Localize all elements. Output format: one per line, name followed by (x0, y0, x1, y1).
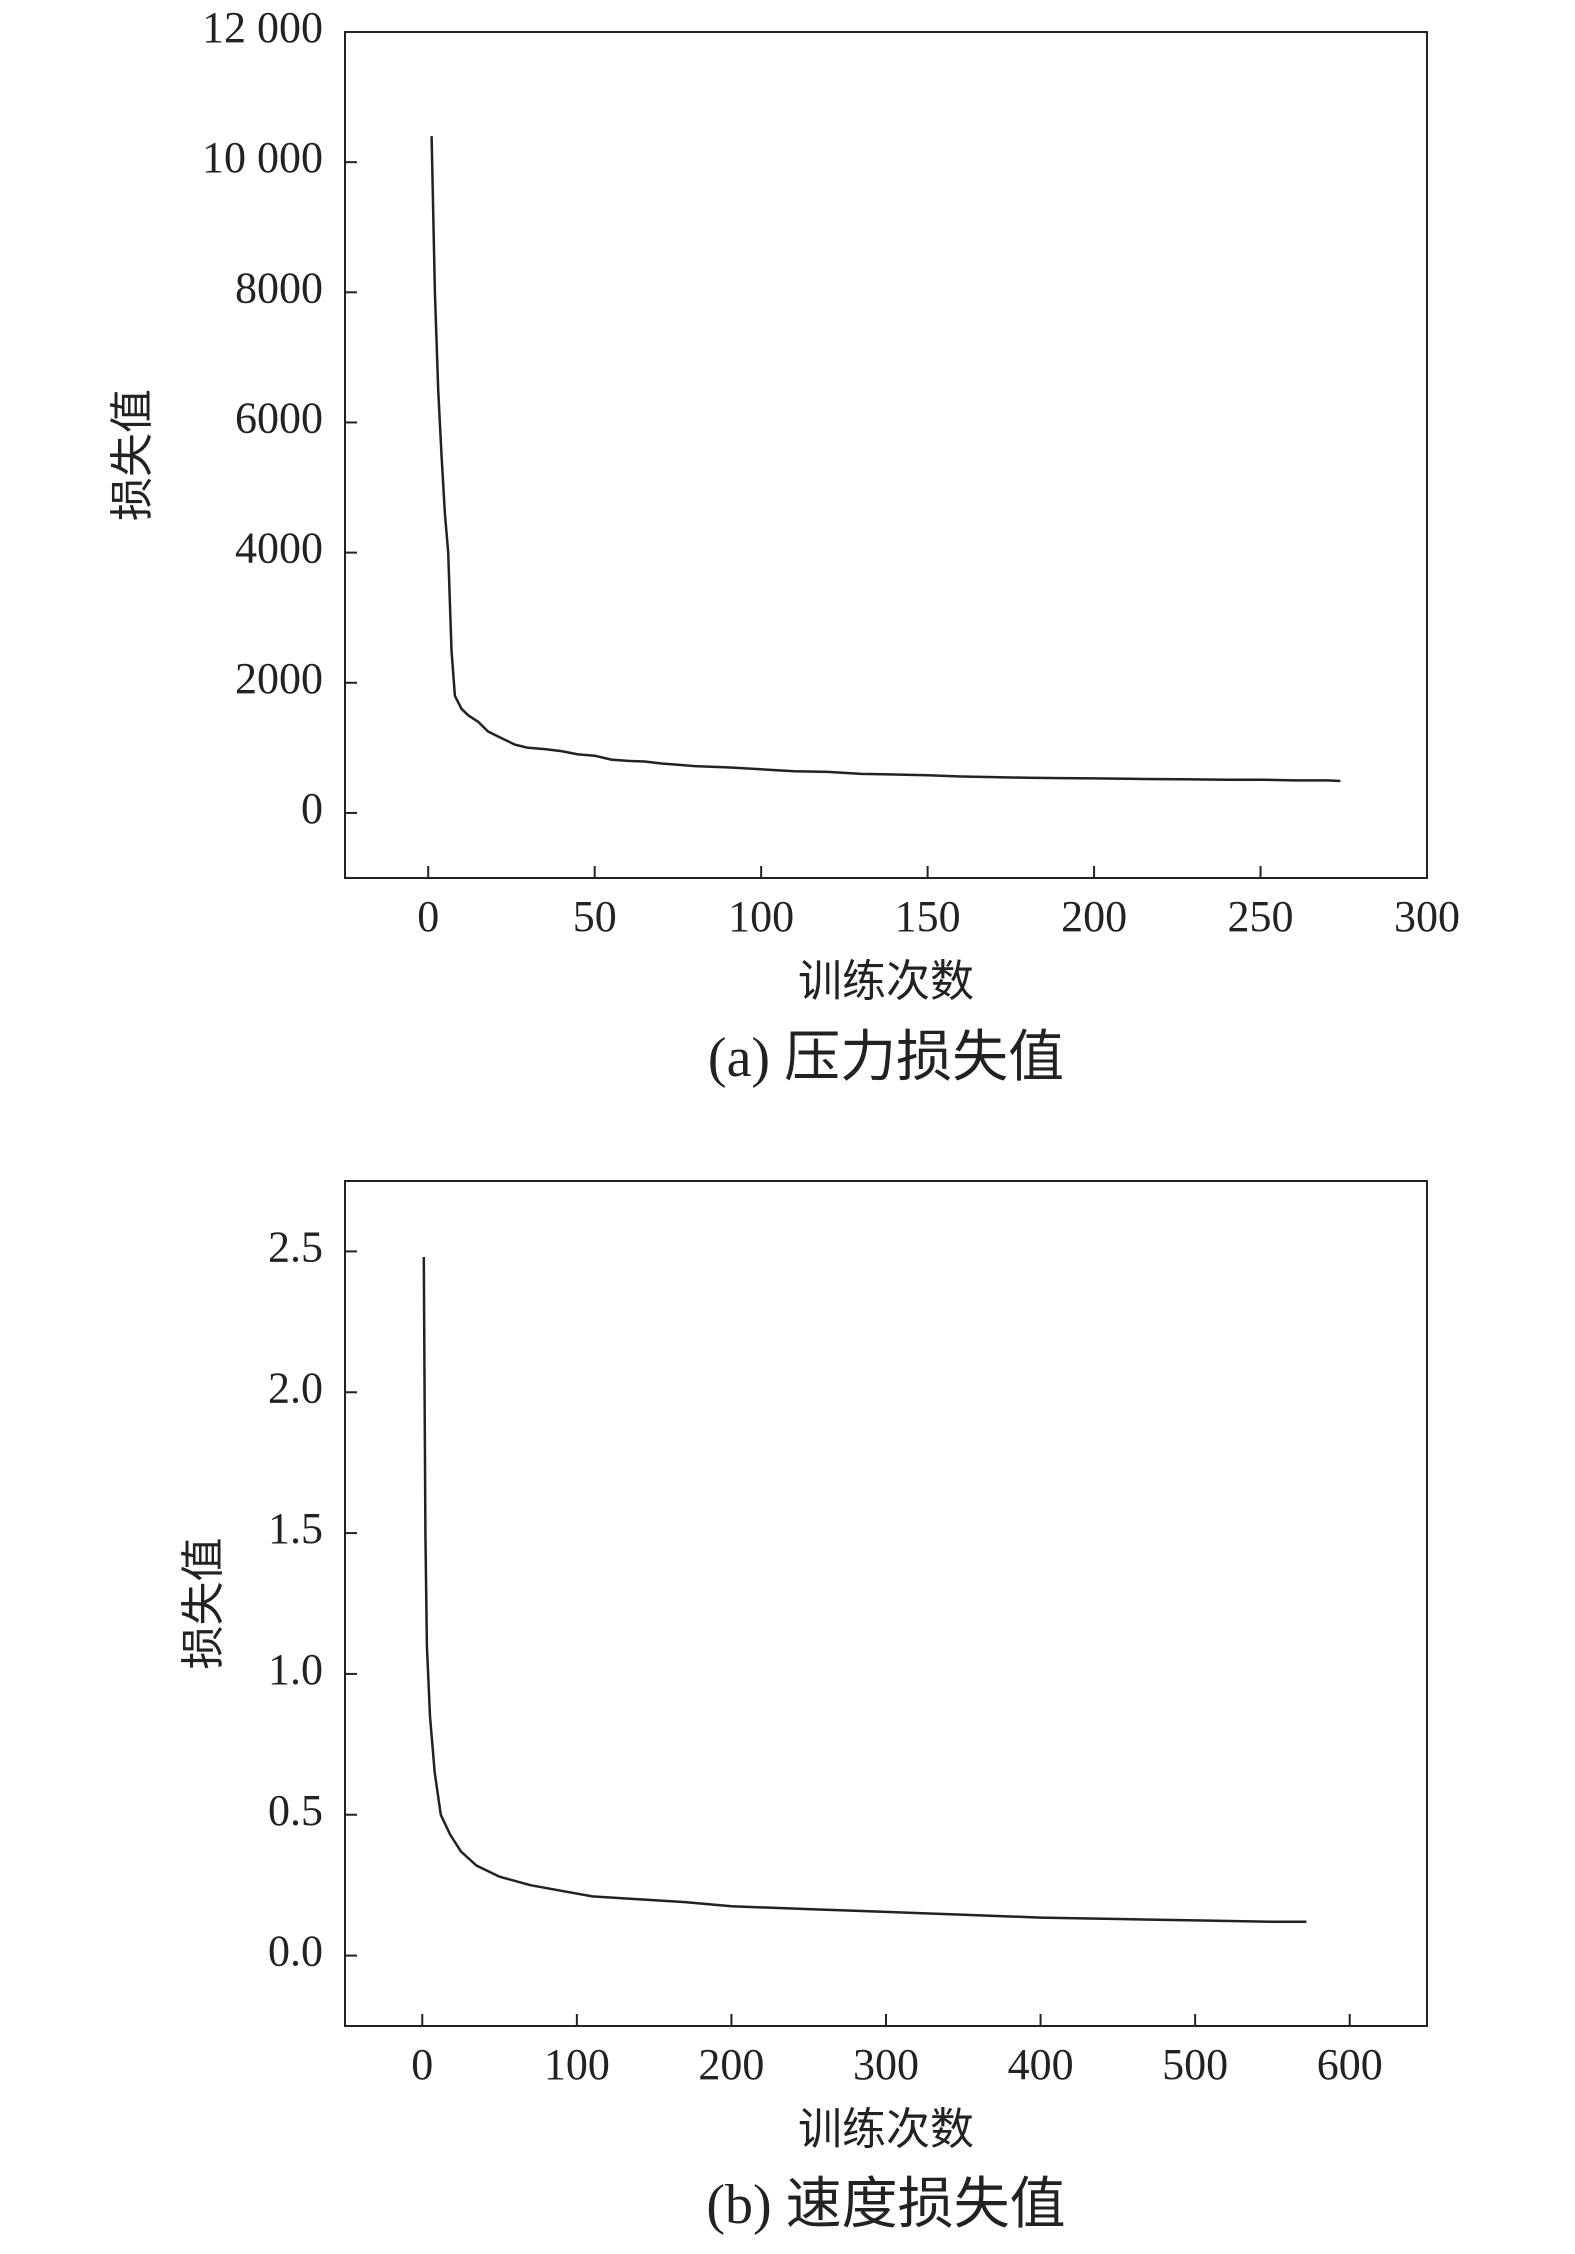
y-tick-label: 12 000 (202, 3, 323, 52)
x-axis-label: 训练次数 (798, 957, 974, 1006)
x-tick-label: 300 (853, 2040, 919, 2089)
y-tick-label: 0.0 (268, 1927, 323, 1976)
y-tick-label: 10 000 (202, 133, 323, 182)
x-tick-label: 300 (1394, 892, 1460, 941)
x-tick-label: 500 (1162, 2040, 1228, 2089)
x-tick-label: 0 (411, 2040, 433, 2089)
x-tick-label: 100 (728, 892, 794, 941)
y-tick-label: 6000 (235, 394, 323, 443)
y-tick-label: 1.0 (268, 1645, 323, 1694)
plot-frame (344, 31, 1428, 879)
y-axis-label: 损失值 (179, 1538, 228, 1670)
x-tick-label: 200 (1061, 892, 1127, 941)
x-tick-label: 400 (1008, 2040, 1074, 2089)
x-tick-label: 250 (1228, 892, 1294, 941)
y-tick-label: 0 (301, 784, 323, 833)
x-tick-label: 150 (895, 892, 961, 941)
x-tick-label: 200 (698, 2040, 764, 2089)
loss-line (422, 1256, 1307, 1924)
y-axis-label: 损失值 (108, 389, 157, 521)
x-tick-label: 0 (417, 892, 439, 941)
y-tick-label: 2.0 (268, 1363, 323, 1412)
y-tick-label: 4000 (235, 524, 323, 573)
x-tick-label: 600 (1317, 2040, 1383, 2089)
caption: (b) 速度损失值 (706, 2174, 1065, 2236)
caption: (a) 压力损失值 (708, 1027, 1064, 1089)
y-tick-label: 2.5 (268, 1223, 323, 1272)
loss-line (430, 136, 1341, 783)
y-tick-label: 8000 (235, 263, 323, 312)
y-tick-label: 1.5 (268, 1504, 323, 1553)
x-axis-label: 训练次数 (798, 2105, 974, 2154)
y-tick-label: 0.5 (268, 1786, 323, 1835)
x-tick-label: 100 (544, 2040, 610, 2089)
x-tick-label: 50 (573, 892, 617, 941)
plot-frame (344, 1180, 1428, 2027)
y-tick-label: 2000 (235, 654, 323, 703)
